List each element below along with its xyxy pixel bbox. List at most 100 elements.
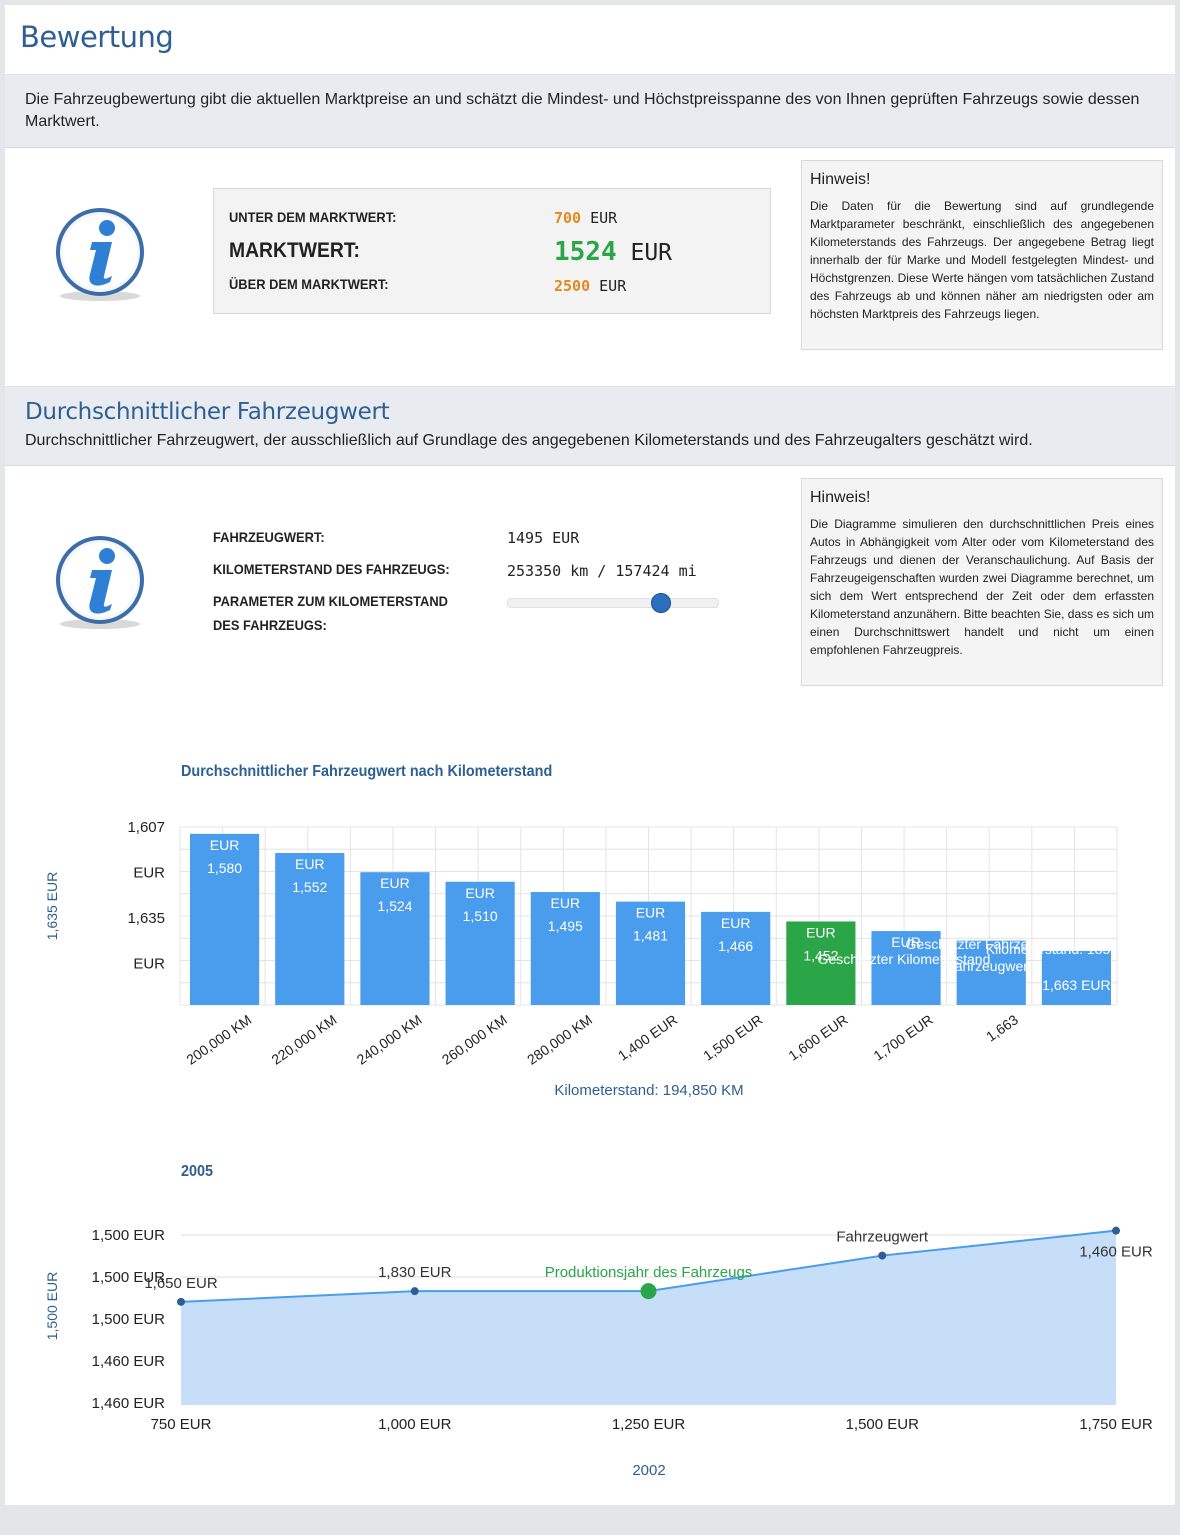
bar-unit-label: EUR	[465, 885, 495, 901]
bar-unit-label: EUR	[210, 837, 240, 853]
annotation-label: Kilometerstand: 185	[986, 941, 1111, 957]
x-tick-label: 220,000 KM	[268, 1011, 339, 1067]
bar	[786, 921, 856, 1005]
info-icon	[56, 536, 144, 629]
market-label: MARKTWERT:	[229, 239, 360, 262]
point-label: Fahrzeugwert	[836, 1229, 929, 1246]
below-market-label: UNTER DEM MARKTWERT:	[229, 209, 397, 225]
page-title: Bewertung	[20, 20, 174, 54]
data-point	[177, 1297, 185, 1306]
y-tick-label: 1,460 EUR	[92, 1395, 166, 1412]
point-label: 1,650 EUR	[144, 1275, 218, 1292]
bar-unit-label: EUR	[551, 895, 581, 911]
x-axis-label: 2002	[632, 1462, 665, 1479]
bar-value-label: 1,552	[292, 879, 327, 895]
x-tick-label: 1,250 EUR	[612, 1416, 686, 1433]
currency-label: EUR	[599, 277, 627, 295]
mileage-slider-thumb[interactable]	[651, 593, 672, 613]
above-market-amount: 2500	[554, 277, 591, 295]
y-tick-label: EUR	[133, 956, 165, 973]
bar-unit-label: EUR	[721, 915, 751, 931]
x-tick-label: 1,400 EUR	[615, 1011, 680, 1063]
x-tick-label: 1,700 EUR	[870, 1011, 935, 1063]
hint-text: Die Daten für die Bewertung sind auf gru…	[810, 199, 1154, 321]
annotation-label: Geschätzter Kilometerstand	[818, 951, 991, 967]
average-value-band: Durchschnittlicher Fahrzeugwert Durchsch…	[5, 386, 1175, 466]
area-chart: 1,650 EUR 1,830 EUR Produktionsjahr des Fa…	[44, 1226, 1153, 1479]
y-axis-label: 1,500 EUR	[44, 1272, 60, 1340]
market-amount: 1524	[554, 237, 617, 267]
market-value-box: UNTER DEM MARKTWERT: 700 EUR MARKTWERT: …	[213, 188, 771, 314]
mileage-slider-track[interactable]	[507, 598, 719, 608]
bar-unit-label: EUR	[891, 934, 921, 950]
highlight-point	[640, 1283, 657, 1300]
bar-unit-label: EUR	[380, 875, 410, 891]
y-tick-label: 1,500 EUR	[92, 1311, 166, 1328]
bar-value-label: 1,452	[803, 947, 838, 963]
data-point	[1112, 1226, 1120, 1235]
bar	[615, 901, 686, 1005]
bar	[445, 881, 515, 1005]
data-point	[410, 1287, 419, 1296]
x-tick-label: 1,500 EUR	[700, 1011, 765, 1063]
bar	[701, 911, 771, 1005]
area-chart-title: 2005	[181, 1163, 214, 1180]
bar	[871, 931, 941, 1005]
bar	[360, 872, 430, 1005]
section-subtitle: Durchschnittlicher Fahrzeugwert, der aus…	[25, 432, 1033, 449]
point-label: 1,460 EUR	[1079, 1244, 1153, 1261]
bar	[956, 940, 1026, 1005]
x-tick-label: 1,750 EUR	[1079, 1416, 1153, 1433]
hint-box-valuation: Hinweis! Die Daten für die Bewertung sin…	[801, 160, 1163, 350]
bar-chart: 1,607 EUR 1,635 EUR 1,635 EUR EUR 1,580 200,000…	[44, 819, 1118, 1099]
annotation-label: Geschätzter Fahrzeugwert	[906, 936, 1071, 952]
below-market-amount: 700	[554, 209, 582, 227]
y-tick-label: EUR	[133, 865, 165, 882]
bar-unit-label: EUR	[295, 856, 325, 872]
currency-label: EUR	[630, 240, 673, 266]
point-label: Produktionsjahr des Fahrzeugs	[545, 1264, 753, 1281]
x-tick-label: 1,663	[983, 1011, 1021, 1044]
bar	[530, 892, 600, 1005]
x-tick-label: 750 EUR	[151, 1416, 212, 1433]
intro-text: Die Fahrzeugbewertung gibt die aktuellen…	[25, 91, 1140, 130]
hint-text: Die Diagramme simulieren den durchschnit…	[810, 517, 1154, 657]
hint-title: Hinweis!	[810, 171, 871, 188]
bar-value-label: 1,510	[463, 908, 498, 924]
intro-band: Die Fahrzeugbewertung gibt die aktuellen…	[5, 74, 1175, 148]
mileage-parameter-label-line2: DES FAHRZEUGS:	[213, 617, 327, 633]
x-axis-label: Kilometerstand: 194,850 KM	[554, 1082, 743, 1099]
mileage-label: KILOMETERSTAND DES FAHRZEUGS:	[213, 561, 450, 577]
bar	[275, 853, 345, 1005]
y-tick-label: 1,500 EUR	[92, 1227, 166, 1244]
annotation-label: Fahrzeugwert	[946, 958, 1032, 974]
bar-value-label: 1,524	[377, 898, 412, 914]
section-title: Durchschnittlicher Fahrzeugwert	[25, 399, 390, 425]
bar-value-label: 1,663 EUR	[1042, 977, 1110, 993]
bar-value-label: 1,466	[718, 938, 753, 954]
market-value: 1524 EUR	[554, 237, 672, 267]
bar-value-label: 1,495	[548, 918, 583, 934]
below-market-value: 700 EUR	[554, 209, 617, 227]
bar-value-label: 1,481	[633, 928, 668, 944]
x-tick-label: 1,500 EUR	[846, 1416, 920, 1433]
y-tick-label: 1,460 EUR	[92, 1353, 166, 1370]
bar-unit-label: EUR	[636, 905, 666, 921]
x-tick-label: 200,000 KM	[183, 1011, 254, 1067]
mileage-parameter-label-line1: PARAMETER ZUM KILOMETERSTAND	[213, 593, 448, 609]
bar-chart-title: Durchschnittlicher Fahrzeugwert nach Kil…	[181, 763, 553, 780]
currency-label: EUR	[590, 209, 618, 227]
area-fill	[181, 1230, 1116, 1405]
bar	[1041, 950, 1111, 1005]
x-tick-label: 280,000 KM	[524, 1011, 595, 1067]
x-tick-label: 260,000 KM	[439, 1011, 510, 1067]
bar	[190, 833, 260, 1005]
x-tick-label: 240,000 KM	[354, 1011, 425, 1067]
x-tick-label: 1,600 EUR	[785, 1011, 850, 1063]
data-point	[878, 1251, 887, 1260]
bar-value-label: 1,580	[207, 860, 242, 876]
vehicle-value-label: FAHRZEUGWERT:	[213, 529, 325, 545]
y-tick-label: 1,500 EUR	[92, 1269, 166, 1286]
y-tick-label: 1,635	[127, 910, 165, 927]
y-tick-label: 1,607	[127, 819, 165, 836]
